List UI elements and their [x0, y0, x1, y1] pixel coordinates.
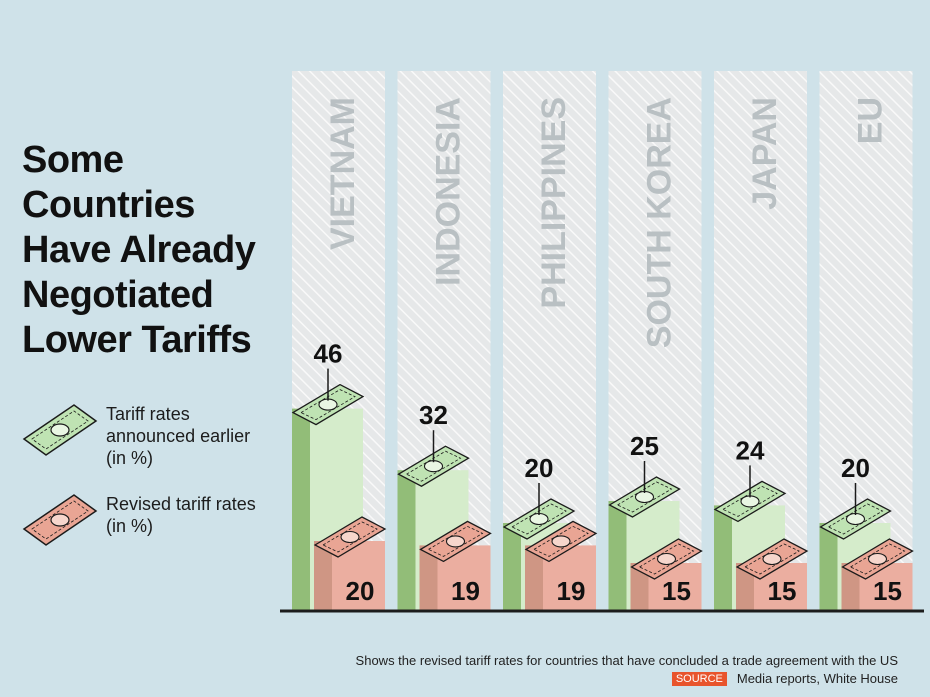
red-banknote-icon	[630, 538, 703, 580]
country-label: INDONESIA	[430, 97, 468, 286]
red-banknote-icon	[735, 538, 809, 580]
bar-earlier-side	[503, 523, 521, 611]
value-label-earlier: 24	[736, 435, 765, 465]
red-banknote-icon	[22, 494, 98, 546]
red-banknote-icon	[313, 516, 387, 558]
bar-revised-side	[630, 563, 649, 611]
green-banknote-icon	[819, 498, 892, 540]
legend-revised-label: Revised tariff rates (in %)	[106, 494, 256, 536]
value-label-revised: 19	[557, 576, 586, 606]
title-line: Lower Tariffs	[22, 319, 252, 361]
title-line: Have Already	[22, 229, 256, 271]
country-label: SOUTH KOREA	[641, 97, 679, 348]
bar-earlier-side	[292, 408, 310, 611]
bar-revised-side	[419, 545, 438, 611]
chart-title: Some Countries Have Already Negotiated L…	[22, 138, 282, 363]
value-label-revised: 20	[346, 576, 375, 606]
source-text: Media reports, White House	[736, 671, 898, 686]
country-label: JAPAN	[746, 97, 784, 210]
title-line: Negotiated	[22, 274, 214, 316]
green-banknote-icon	[397, 445, 470, 487]
red-banknote-icon	[419, 520, 492, 563]
bar-revised-side	[525, 545, 543, 611]
bar-earlier-side	[714, 505, 732, 611]
green-banknote-icon	[713, 480, 787, 523]
value-label-earlier: 25	[630, 431, 659, 461]
green-banknote-icon	[291, 383, 365, 426]
green-banknote-icon	[502, 498, 576, 540]
country-label: PHILIPPINES	[535, 97, 573, 309]
country-label: EU	[852, 97, 890, 144]
value-label-earlier: 20	[525, 453, 554, 483]
value-label-revised: 15	[662, 576, 691, 606]
value-label-earlier: 46	[314, 339, 343, 369]
legend-earlier: Tariff rates announced earlier (in %)	[22, 403, 266, 469]
bar-revised-side	[841, 563, 860, 611]
value-label-earlier: 20	[841, 453, 870, 483]
value-label-earlier: 32	[419, 400, 448, 430]
footnote: Shows the revised tariff rates for count…	[355, 653, 898, 668]
title-line: Some	[22, 139, 124, 181]
bar-revised-side	[736, 563, 754, 611]
green-banknote-icon	[22, 404, 98, 456]
red-banknote-icon	[841, 538, 914, 580]
bar-earlier-side	[397, 470, 416, 611]
source-line: SOURCE Media reports, White House	[671, 671, 898, 686]
value-label-revised: 15	[768, 576, 797, 606]
bar-earlier-side	[819, 523, 838, 611]
bar-earlier-side	[608, 501, 627, 611]
source-badge: SOURCE	[671, 671, 727, 686]
bar-revised-side	[314, 541, 332, 611]
red-banknote-icon	[524, 520, 598, 563]
title-line: Countries	[22, 184, 195, 226]
value-label-revised: 15	[873, 576, 902, 606]
country-label: VIETNAM	[324, 97, 362, 250]
legend-revised: Revised tariff rates (in %)	[22, 493, 266, 547]
legend-earlier-label: Tariff rates announced earlier (in %)	[106, 404, 251, 468]
value-label-revised: 19	[451, 576, 480, 606]
